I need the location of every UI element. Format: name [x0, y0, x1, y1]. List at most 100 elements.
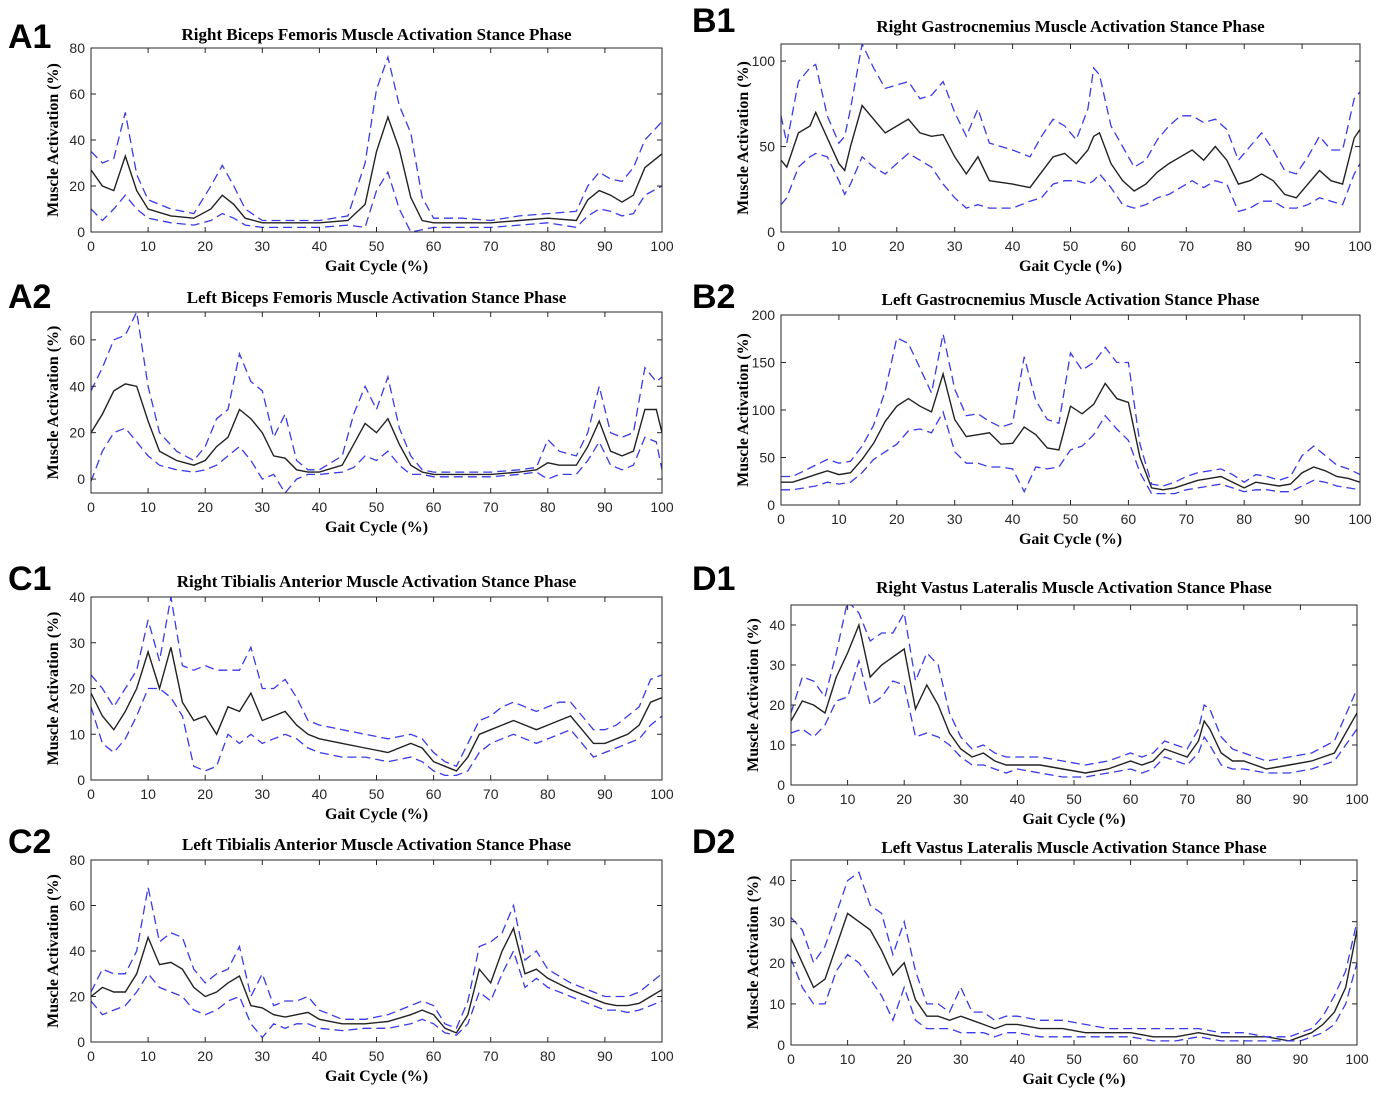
y-tick-label: 0 — [77, 471, 85, 487]
y-tick-label: 40 — [69, 943, 85, 959]
x-tick-label: 50 — [1066, 1051, 1082, 1067]
chart-title: Right Biceps Femoris Muscle Activation S… — [181, 25, 571, 44]
mean-series-line — [91, 926, 662, 1034]
chart-panel-c2: C2 Left Tibialis Anterior Muscle Activati… — [8, 823, 674, 1085]
x-tick-label: 90 — [1294, 238, 1310, 254]
y-tick-label: 80 — [69, 852, 85, 868]
x-tick-label: 60 — [426, 238, 442, 254]
x-axis-label: Gait Cycle (%) — [325, 806, 428, 823]
x-tick-label: 40 — [312, 499, 328, 515]
x-tick-label: 100 — [650, 499, 674, 515]
plot-area — [91, 597, 662, 777]
x-tick-label: 60 — [1121, 511, 1137, 527]
plot-area — [781, 333, 1360, 495]
y-tick-label: 10 — [769, 737, 785, 753]
x-tick-label: 30 — [255, 499, 271, 515]
x-tick-label: 20 — [197, 1048, 213, 1064]
y-tick-label: 30 — [69, 635, 85, 651]
plot-area — [791, 871, 1357, 1042]
y-tick-label: 0 — [767, 497, 775, 513]
y-tick-label: 20 — [769, 697, 785, 713]
plot-area — [781, 44, 1360, 213]
x-axis-label: Gait Cycle (%) — [1022, 811, 1125, 828]
y-tick-label: 20 — [69, 681, 85, 697]
x-tick-label: 100 — [1345, 791, 1369, 807]
upper-sd-band-line — [91, 54, 662, 222]
x-tick-label: 90 — [1294, 511, 1310, 527]
x-tick-label: 20 — [197, 786, 213, 802]
x-tick-label: 50 — [1063, 511, 1079, 527]
x-tick-label: 30 — [947, 238, 963, 254]
plot-area — [791, 605, 1357, 778]
axes-frame — [90, 859, 663, 1043]
x-axis-label: Gait Cycle (%) — [325, 519, 428, 536]
x-tick-label: 20 — [889, 238, 905, 254]
chart-panel-d2: D2 Left Vastus Lateralis Muscle Activatio… — [692, 823, 1369, 1088]
x-tick-label: 60 — [426, 786, 442, 802]
y-tick-label: 30 — [769, 657, 785, 673]
x-tick-label: 0 — [787, 791, 795, 807]
x-tick-label: 90 — [597, 786, 613, 802]
x-axis-label: Gait Cycle (%) — [1019, 258, 1122, 275]
x-tick-label: 80 — [1236, 791, 1252, 807]
x-tick-label: 30 — [953, 791, 969, 807]
y-axis-label: Muscle Activation (%) — [45, 326, 62, 480]
y-axis-label: Muscle Activation (%) — [735, 61, 752, 215]
y-axis-label: Muscle Activation (%) — [45, 63, 62, 217]
x-tick-label: 10 — [831, 511, 847, 527]
x-tick-label: 0 — [87, 786, 95, 802]
x-tick-label: 30 — [255, 786, 271, 802]
chart-panel-a2: A2 Left Biceps Femoris Muscle Activation … — [8, 278, 674, 536]
x-tick-label: 10 — [140, 1048, 156, 1064]
x-tick-label: 80 — [1236, 511, 1252, 527]
y-tick-label: 80 — [69, 40, 85, 56]
x-tick-label: 0 — [777, 238, 785, 254]
y-tick-label: 20 — [769, 955, 785, 971]
x-tick-label: 30 — [947, 511, 963, 527]
panel-label: B2 — [692, 278, 735, 316]
x-tick-label: 50 — [1063, 238, 1079, 254]
y-tick-label: 0 — [77, 772, 85, 788]
x-tick-label: 100 — [1348, 511, 1372, 527]
x-axis-label: Gait Cycle (%) — [1019, 531, 1122, 548]
x-tick-label: 0 — [87, 499, 95, 515]
lower-sd-band-line — [791, 658, 1357, 778]
upper-sd-band-line — [91, 597, 662, 768]
x-tick-label: 100 — [1345, 1051, 1369, 1067]
x-tick-label: 80 — [1236, 238, 1252, 254]
chart-panel-b1: B1 Right Gastrocnemius Muscle Activation … — [692, 2, 1372, 275]
panel-label: C2 — [8, 823, 51, 861]
chart-title: Left Biceps Femoris Muscle Activation St… — [187, 288, 567, 307]
upper-sd-band-line — [781, 333, 1360, 487]
x-tick-label: 80 — [540, 499, 556, 515]
chart-title: Right Tibialis Anterior Muscle Activatio… — [177, 572, 577, 591]
x-tick-label: 60 — [1123, 1051, 1139, 1067]
upper-sd-band-line — [791, 871, 1357, 1038]
x-tick-label: 80 — [540, 786, 556, 802]
plot-area — [91, 312, 662, 493]
x-tick-label: 0 — [87, 1048, 95, 1064]
x-tick-label: 40 — [312, 1048, 328, 1064]
y-tick-label: 0 — [777, 1037, 785, 1053]
x-tick-label: 30 — [255, 1048, 271, 1064]
y-tick-label: 20 — [69, 425, 85, 441]
y-tick-label: 20 — [69, 989, 85, 1005]
x-tick-label: 100 — [650, 1048, 674, 1064]
upper-sd-band-line — [91, 887, 662, 1030]
mean-series-line — [91, 383, 662, 476]
x-tick-label: 100 — [650, 238, 674, 254]
x-tick-label: 10 — [831, 238, 847, 254]
y-tick-label: 0 — [77, 224, 85, 240]
x-tick-label: 70 — [483, 1048, 499, 1064]
panel-label: B1 — [692, 2, 735, 40]
x-tick-label: 20 — [197, 238, 213, 254]
x-tick-label: 40 — [1010, 791, 1026, 807]
y-tick-label: 0 — [767, 224, 775, 240]
axes-frame — [780, 43, 1361, 233]
y-tick-label: 0 — [777, 777, 785, 793]
x-tick-label: 70 — [1179, 511, 1195, 527]
mean-series-line — [91, 647, 662, 772]
chart-panel-d1: D1 Right Vastus Lateralis Muscle Activati… — [692, 560, 1369, 828]
x-tick-label: 20 — [889, 511, 905, 527]
lower-sd-band-line — [91, 427, 662, 493]
